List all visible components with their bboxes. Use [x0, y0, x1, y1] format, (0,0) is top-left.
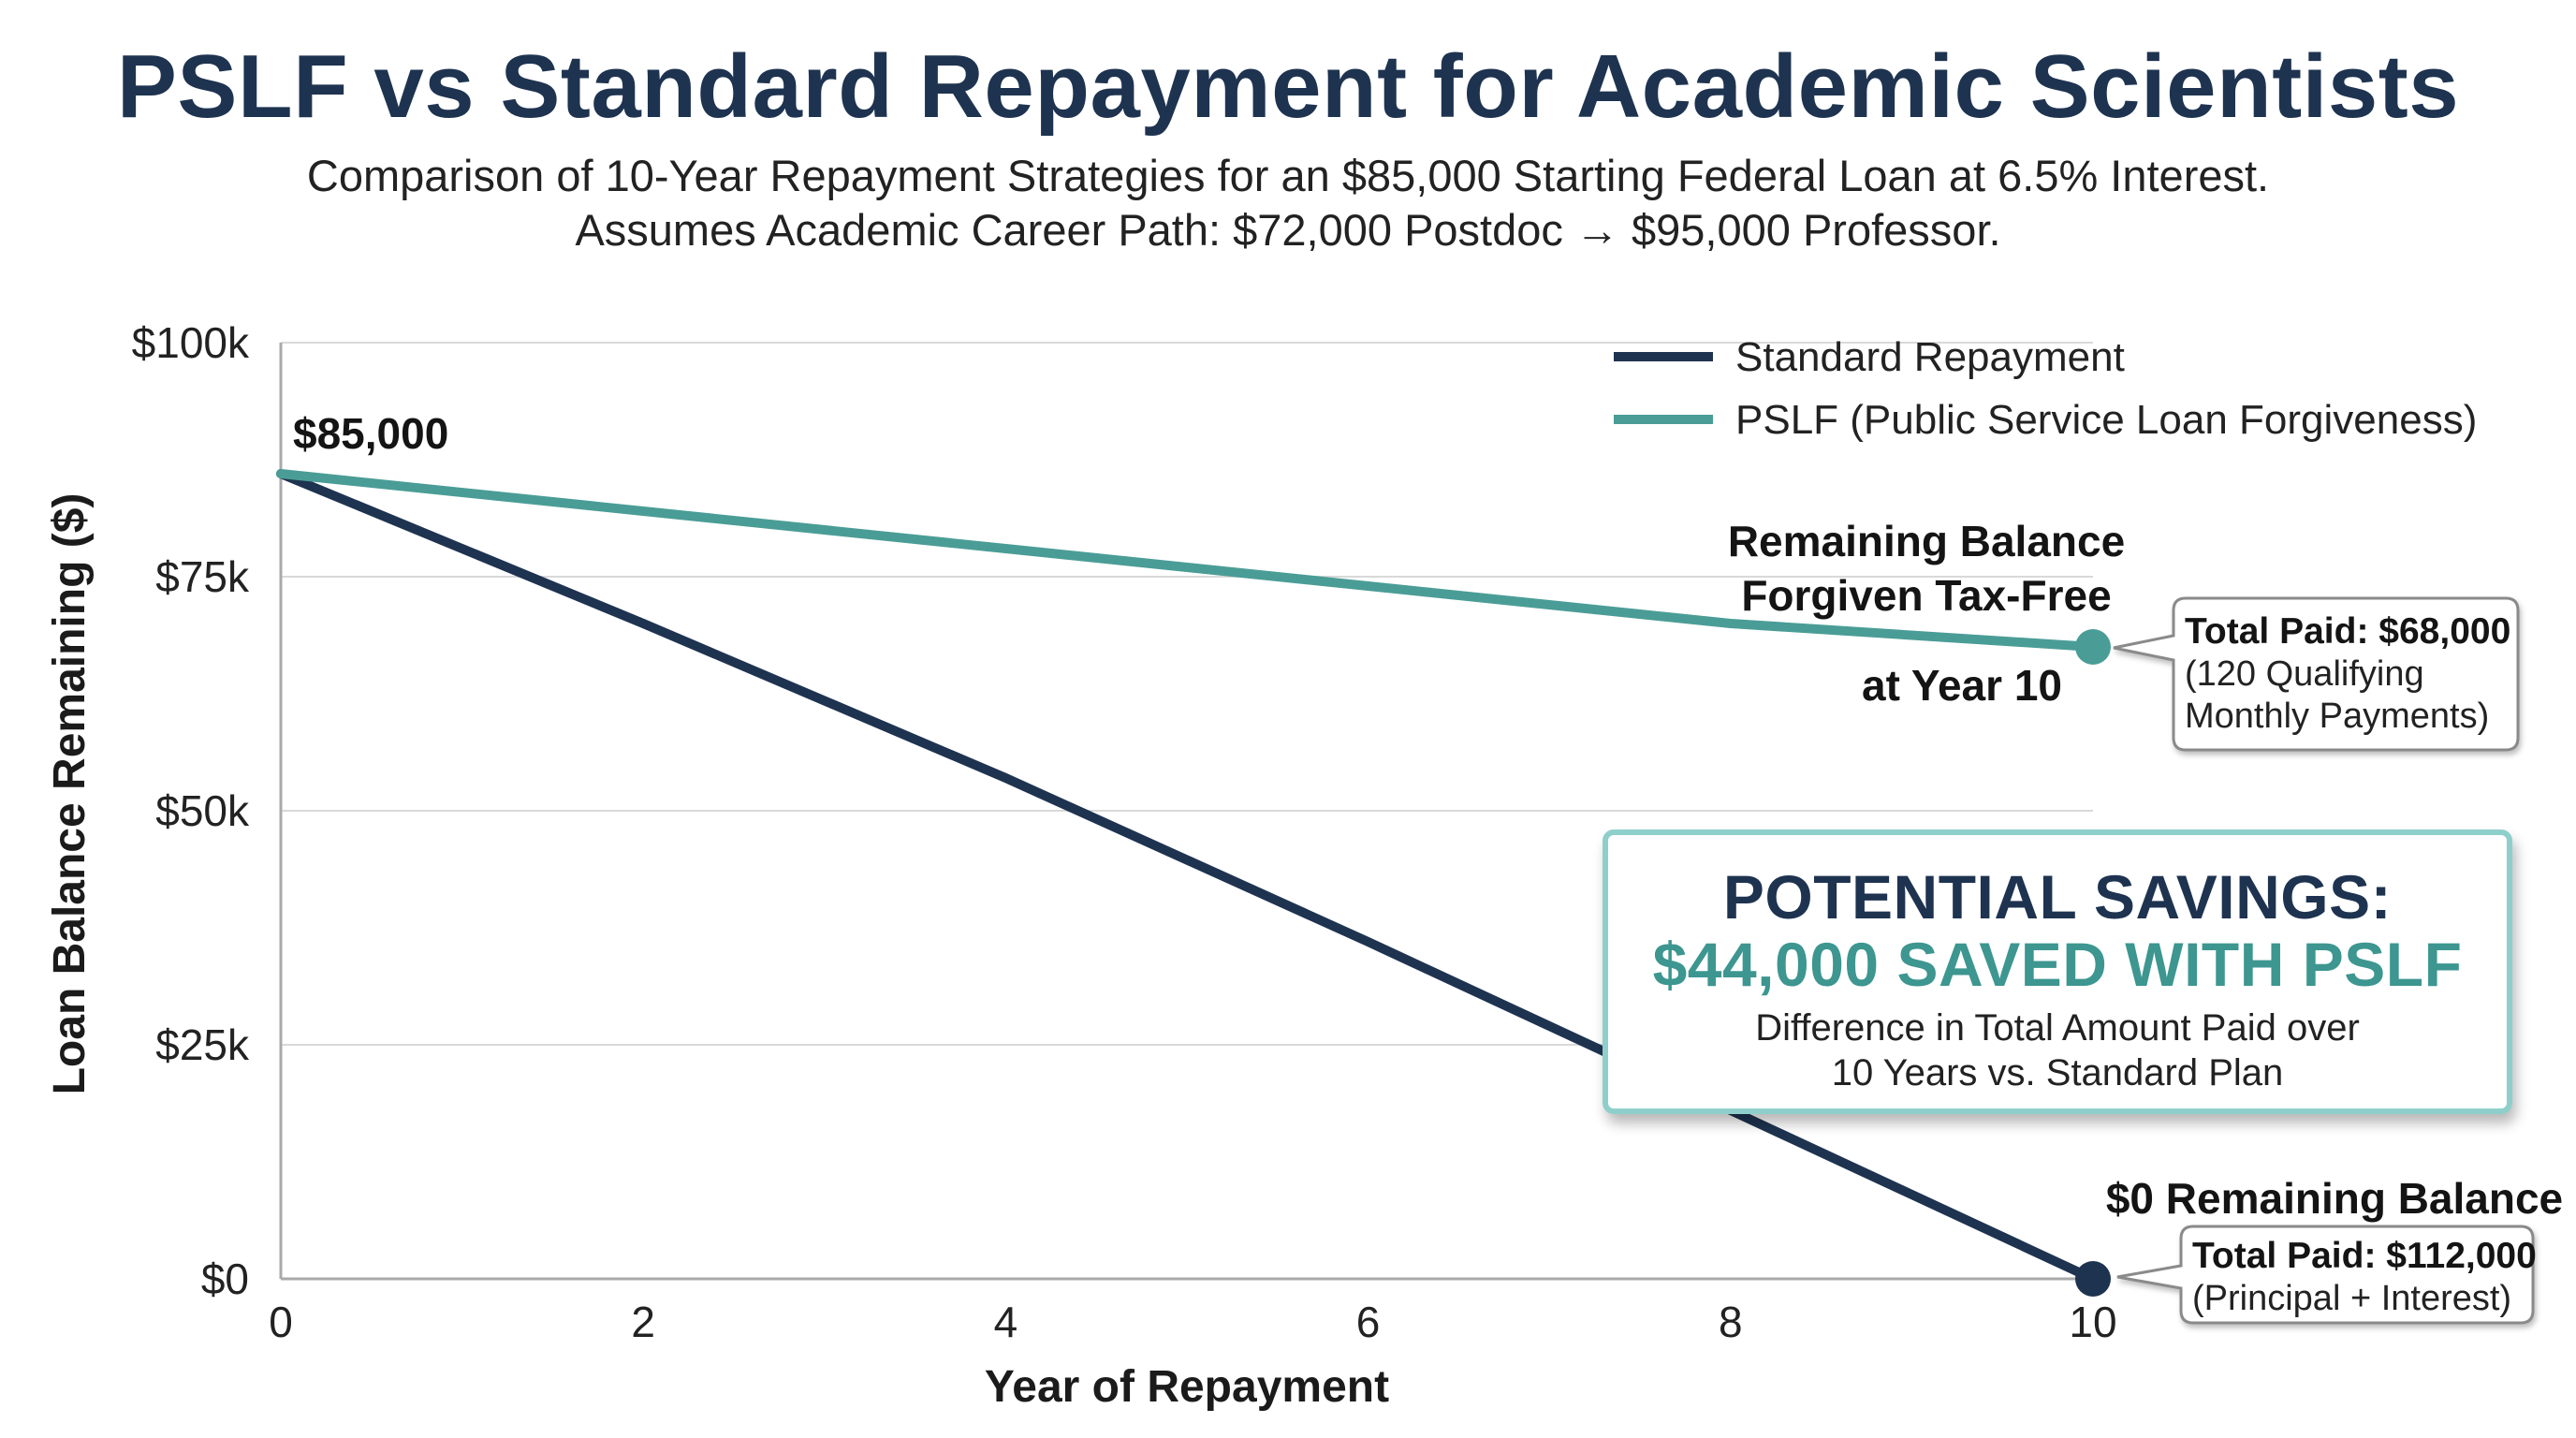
y-tick-label: $0	[201, 1255, 249, 1303]
series-line-standard	[276, 469, 2098, 1284]
y-tick-label: $50k	[155, 786, 250, 835]
endpoint-marker-pslf	[2075, 629, 2111, 665]
axes	[279, 343, 2093, 1281]
x-axis-label: Year of Repayment	[985, 1362, 1389, 1412]
y-axis-label: Loan Balance Remaining ($)	[45, 493, 95, 1095]
legend-label-pslf: PSLF (Public Service Loan Forgiveness)	[1735, 397, 2477, 443]
standard-end-label: $0 Remaining Balance	[2106, 1174, 2563, 1223]
standard-callout-bubble	[2116, 1225, 2535, 1325]
x-tick-label: 10	[2069, 1298, 2116, 1346]
pslf-end-line-1: Remaining Balance	[1728, 517, 2125, 565]
pslf-callout-line-2: (120 Qualifying	[2185, 654, 2424, 694]
savings-amount: $44,000 SAVED WITH PSLF	[1652, 930, 2463, 999]
pslf-end-line-3: at Year 10	[1862, 661, 2062, 710]
pslf-end-line-2: Forgiven Tax-Free	[1741, 571, 2111, 620]
legend-label-standard: Standard Repayment	[1735, 334, 2125, 380]
x-axis-ticks: 0 2 4 6 8 10	[269, 1298, 2116, 1346]
x-tick-label: 8	[1719, 1298, 1743, 1346]
y-axis-ticks: $0 $25k $50k $75k $100k	[132, 318, 250, 1303]
y-tick-label: $100k	[132, 318, 250, 367]
x-tick-label: 2	[631, 1298, 655, 1346]
savings-heading: POTENTIAL SAVINGS:	[1722, 862, 2393, 932]
y-tick-label: $75k	[155, 552, 250, 601]
standard-callout-line-1: Total Paid: $112,000	[2192, 1236, 2537, 1276]
x-tick-label: 0	[269, 1298, 293, 1346]
standard-callout-line-2: (Principal + Interest)	[2192, 1279, 2511, 1318]
start-balance-label: $85,000	[293, 409, 448, 458]
chart-subtitle-line-1: Comparison of 10-Year Repayment Strategi…	[306, 151, 2270, 200]
pslf-total-callout: Total Paid: $68,000 (120 Qualifying Mont…	[2113, 596, 2520, 752]
legend: Standard Repayment PSLF (Public Service …	[1614, 334, 2477, 443]
chart-title: PSLF vs Standard Repayment for Academic …	[116, 37, 2460, 137]
series-line-pslf	[276, 469, 2098, 652]
series-lines	[276, 469, 2098, 1284]
x-tick-label: 6	[1356, 1298, 1381, 1346]
endpoint-marker-standard	[2075, 1261, 2111, 1297]
pslf-end-annotation: Remaining Balance Forgiven Tax-Free at Y…	[1728, 517, 2125, 710]
pslf-callout-line-3: Monthly Payments)	[2185, 697, 2489, 736]
savings-note-line-2: 10 Years vs. Standard Plan	[1831, 1052, 2284, 1093]
pslf-callout-line-1: Total Paid: $68,000	[2185, 611, 2510, 652]
x-tick-label: 4	[994, 1298, 1018, 1346]
savings-note-line-1: Difference in Total Amount Paid over	[1755, 1007, 2360, 1049]
y-tick-label: $25k	[155, 1020, 250, 1069]
endpoint-markers	[2075, 629, 2111, 1297]
pslf-callout-bubble	[2113, 596, 2520, 752]
standard-total-callout: Total Paid: $112,000 (Principal + Intere…	[2116, 1225, 2537, 1325]
potential-savings-box: POTENTIAL SAVINGS: $44,000 SAVED WITH PS…	[1603, 829, 2512, 1114]
chart-subtitle-line-2: Assumes Academic Career Path: $72,000 Po…	[575, 205, 2001, 255]
